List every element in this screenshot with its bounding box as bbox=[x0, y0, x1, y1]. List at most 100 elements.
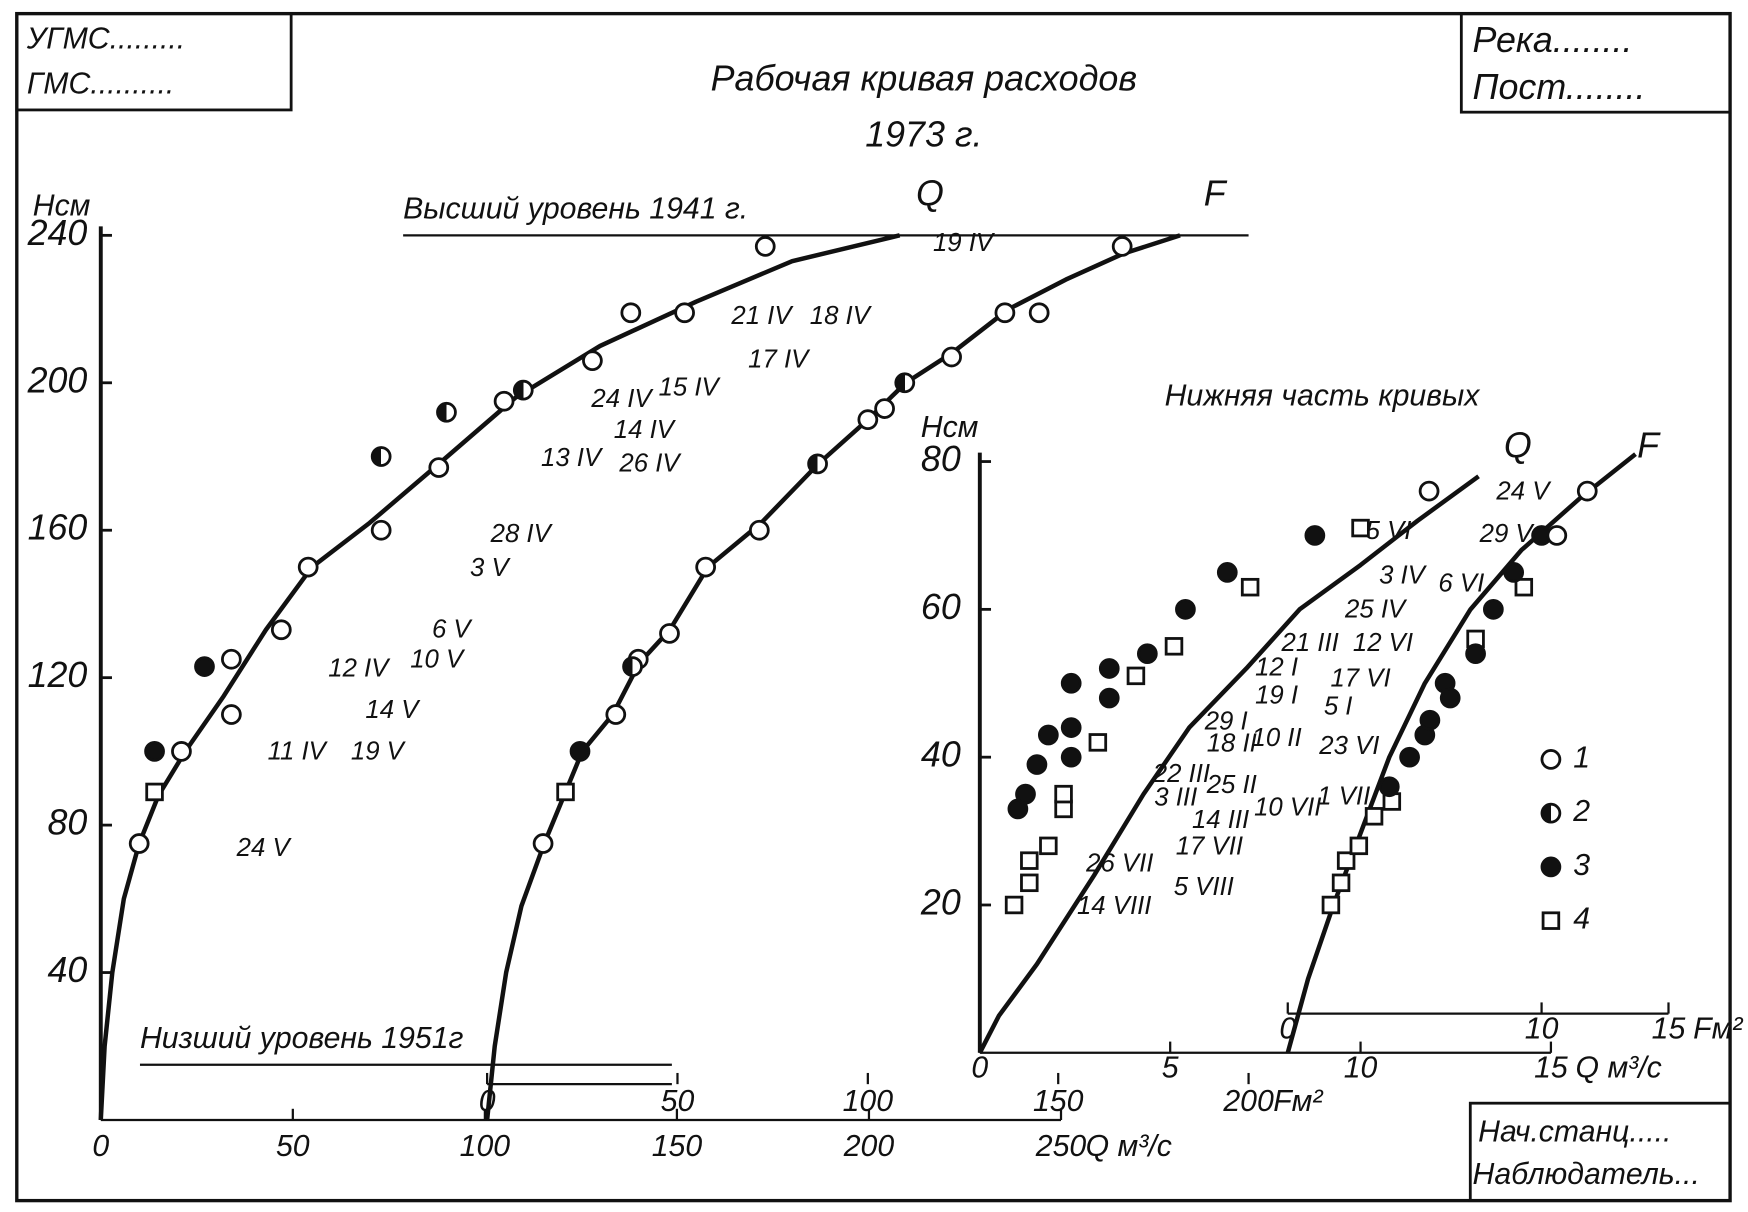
data-point bbox=[1060, 746, 1082, 768]
data-point bbox=[194, 656, 215, 677]
x-tick-label: 0 bbox=[971, 1052, 988, 1085]
data-point bbox=[1136, 643, 1158, 665]
date-annotation: 17 IV bbox=[748, 346, 811, 374]
x2-axis-label: Fм² bbox=[1273, 1085, 1323, 1118]
data-point bbox=[807, 453, 828, 475]
date-annotation: 19 IV bbox=[933, 229, 996, 257]
data-point bbox=[695, 556, 717, 578]
data-point bbox=[128, 833, 150, 854]
data-point bbox=[1098, 658, 1120, 679]
data-point bbox=[1020, 851, 1039, 870]
date-annotation: 22 III bbox=[1152, 760, 1210, 788]
date-annotation: 17 VI bbox=[1330, 665, 1390, 693]
y-tick-label: 200 bbox=[27, 360, 88, 400]
x-tick-label: 200 bbox=[843, 1130, 895, 1163]
data-point bbox=[370, 446, 392, 467]
data-point bbox=[994, 302, 1016, 324]
chart-subtitle: 1973 г. bbox=[865, 114, 982, 154]
date-annotation: 21 III bbox=[1281, 629, 1339, 657]
date-annotation: 14 V bbox=[365, 696, 421, 724]
date-annotation: 24 V bbox=[1495, 478, 1552, 506]
legend-label: 1 bbox=[1573, 741, 1590, 774]
header-text: УГМС......... bbox=[26, 22, 185, 55]
data-point bbox=[1015, 783, 1036, 805]
data-point bbox=[1378, 776, 1400, 798]
level-label: Высший уровень 1941 г. bbox=[403, 193, 748, 226]
legend-marker bbox=[1540, 749, 1562, 770]
data-point bbox=[605, 704, 627, 725]
data-point bbox=[297, 556, 319, 578]
level-label: Низший уровень 1951г bbox=[140, 1022, 464, 1055]
date-annotation: 26 VII bbox=[1085, 849, 1153, 877]
y-tick-label: 80 bbox=[47, 803, 87, 843]
data-point bbox=[1054, 784, 1073, 804]
x-tick-label: 0 bbox=[92, 1130, 109, 1163]
data-point bbox=[1418, 480, 1440, 502]
data-point bbox=[674, 302, 695, 324]
data-point bbox=[1331, 873, 1351, 893]
data-point bbox=[428, 457, 450, 478]
date-annotation: 29 I bbox=[1204, 707, 1248, 735]
footer-box bbox=[1468, 1101, 1732, 1203]
data-point bbox=[748, 519, 770, 541]
date-annotation: 15 IV bbox=[659, 374, 722, 402]
data-point bbox=[1039, 836, 1058, 856]
data-point bbox=[493, 390, 515, 412]
date-annotation: 25 IV bbox=[1344, 595, 1408, 623]
date-annotation: 18 II bbox=[1207, 730, 1257, 758]
data-point bbox=[894, 372, 916, 394]
date-annotation: 1 VII bbox=[1317, 782, 1370, 810]
data-point bbox=[370, 519, 392, 541]
data-point bbox=[1514, 577, 1534, 597]
x-tick-label: 50 bbox=[276, 1130, 310, 1163]
date-annotation: 6 V bbox=[432, 615, 473, 643]
y-tick-label: 40 bbox=[921, 735, 961, 775]
header-text: Река........ bbox=[1473, 20, 1633, 60]
y-tick-label: 240 bbox=[27, 213, 88, 253]
curve-label: Q bbox=[1504, 426, 1532, 466]
data-point bbox=[1351, 518, 1370, 538]
date-annotation: 25 II bbox=[1206, 771, 1257, 799]
y-axis-label: Нсм bbox=[921, 411, 979, 444]
data-point bbox=[1216, 562, 1238, 583]
data-point bbox=[221, 648, 242, 670]
data-point bbox=[556, 782, 575, 802]
date-annotation: 10 VII bbox=[1254, 793, 1321, 821]
data-point bbox=[1503, 562, 1525, 583]
data-point bbox=[1465, 643, 1486, 665]
data-point bbox=[1364, 807, 1384, 826]
header-text: Пост........ bbox=[1473, 67, 1646, 107]
legend-label: 2 bbox=[1572, 795, 1590, 828]
data-point bbox=[1098, 687, 1120, 709]
legend-label: 4 bbox=[1573, 903, 1590, 936]
y-tick-label: 80 bbox=[921, 439, 961, 479]
curve-label: F bbox=[1204, 174, 1228, 214]
x2-tick-label: 15 bbox=[1652, 1012, 1686, 1045]
x2-axis-label: Fм² bbox=[1693, 1012, 1743, 1045]
data-point bbox=[874, 398, 895, 419]
data-point bbox=[144, 741, 165, 762]
x-tick-label: 10 bbox=[1344, 1052, 1378, 1085]
date-annotation: 12 I bbox=[1255, 654, 1298, 682]
legend-label: 3 bbox=[1573, 849, 1590, 882]
date-annotation: 28 IV bbox=[490, 520, 554, 548]
x2-tick-label: 100 bbox=[843, 1085, 894, 1118]
x2-tick-label: 200 bbox=[1222, 1085, 1274, 1118]
date-annotation: 24 V bbox=[236, 834, 293, 862]
data-point bbox=[270, 619, 292, 641]
date-annotation: 29 V bbox=[1479, 520, 1536, 548]
data-point bbox=[1111, 236, 1133, 257]
y-tick-label: 120 bbox=[28, 655, 88, 695]
x-tick-label: 150 bbox=[652, 1130, 703, 1163]
legend-marker bbox=[1541, 911, 1561, 930]
data-point bbox=[1060, 672, 1082, 694]
y-tick-label: 40 bbox=[47, 950, 87, 990]
inset-title: Нижняя часть кривых bbox=[1165, 380, 1481, 413]
frame bbox=[15, 11, 1732, 1203]
x-tick-label: 15 bbox=[1534, 1052, 1568, 1085]
date-annotation: 23 VI bbox=[1318, 732, 1379, 760]
legend-marker bbox=[1540, 802, 1562, 824]
y-axis-label: Нсм bbox=[33, 189, 91, 222]
date-annotation: 11 IV bbox=[268, 737, 329, 765]
data-point bbox=[620, 302, 642, 324]
